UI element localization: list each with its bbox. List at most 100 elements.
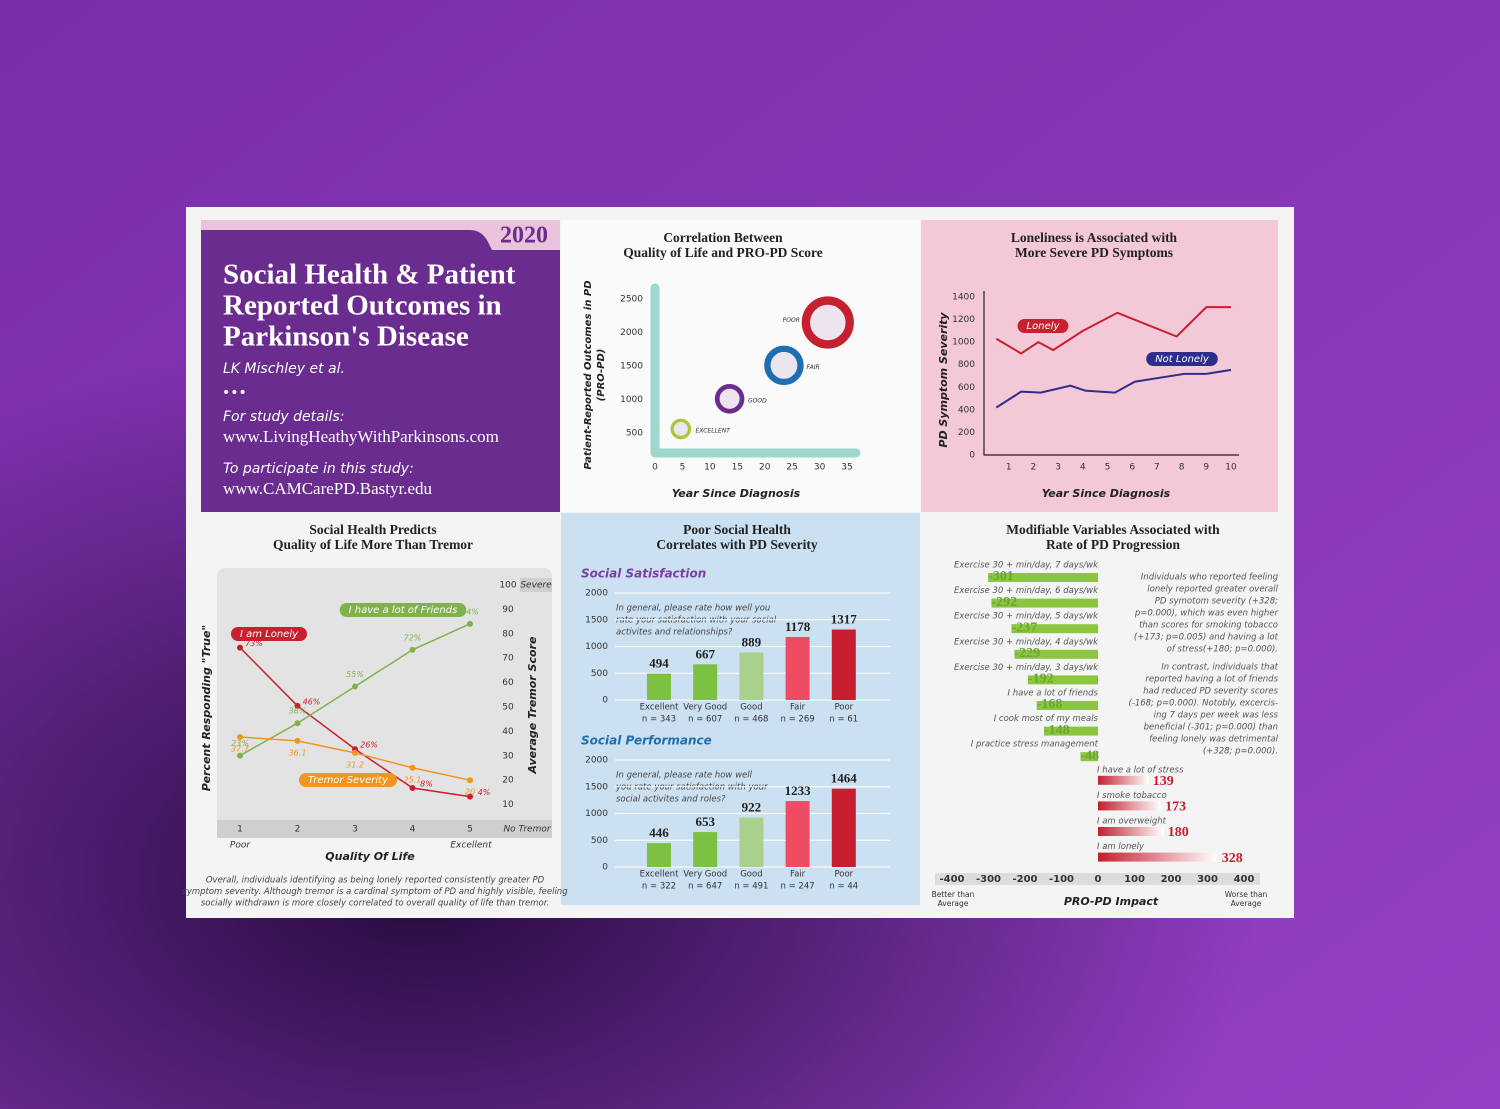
y-tick-label: 1000 <box>585 809 608 819</box>
y-tick-label: 800 <box>958 360 975 370</box>
x-tick-label: 7 <box>1154 463 1160 473</box>
bar <box>1098 827 1164 836</box>
value-label: -48 <box>1080 748 1099 763</box>
value-label: 1233 <box>785 783 812 798</box>
bar <box>1098 801 1162 811</box>
x-tick-label: 3 <box>352 825 358 835</box>
data-label: 25.1 <box>404 775 422 784</box>
value-label: -301 <box>988 569 1014 584</box>
value-label: -148 <box>1044 723 1070 738</box>
right-axis-note: Average <box>1231 899 1262 908</box>
x-tick-label: 5 <box>680 463 686 473</box>
bar <box>647 673 671 700</box>
chart-title: Loneliness is Associated with <box>1011 230 1178 245</box>
y2-top-label: Severe <box>520 581 552 591</box>
note: lonely reported greater overall <box>1147 585 1278 595</box>
note: In contrast, individuals that <box>1161 663 1278 673</box>
bar <box>831 629 856 700</box>
n-label: n = 343 <box>642 715 676 725</box>
y-tick-label: 400 <box>958 405 975 415</box>
panel <box>561 220 920 512</box>
axis <box>650 283 861 458</box>
y-tick-label: 1500 <box>620 362 643 372</box>
data-label: 84% <box>461 607 479 616</box>
x-tick-label: 1 <box>1006 463 1012 473</box>
data-label: 26% <box>360 741 378 750</box>
category-label: Exercise 30 + min/day, 4 days/wk <box>954 637 1099 647</box>
point <box>467 793 473 800</box>
y2-tick-label: 50 <box>502 703 514 713</box>
legend-label: I have a lot of Friends <box>349 605 458 616</box>
value-label: 653 <box>695 814 715 829</box>
point <box>467 777 473 784</box>
point-label: EXCELLENT <box>695 427 731 434</box>
category-label: Exercise 30 + min/day, 3 days/wk <box>954 663 1099 673</box>
bar <box>739 817 764 867</box>
participate-label: To participate in this study: <box>223 461 414 477</box>
details-label: For study details: <box>223 409 344 425</box>
category-label: Poor <box>834 870 853 880</box>
y-tick-label: 1000 <box>585 642 608 652</box>
participate-url: www.CAMCarePD.Bastyr.edu <box>223 479 433 498</box>
line <box>995 306 1231 355</box>
x-axis-label: Year Since Diagnosis <box>672 487 801 500</box>
caption: Overall, individuals identifying as bein… <box>206 876 545 886</box>
x-tick-label: 30 <box>814 463 826 473</box>
y2-axis-label: Average Tremor Score <box>526 636 539 774</box>
n-label: n = 607 <box>688 715 722 725</box>
point-label: POOR <box>783 317 800 324</box>
category-label: Good <box>740 703 762 713</box>
chart-title: Quality of Life More Than Tremor <box>273 537 473 552</box>
point-label: GOOD <box>748 397 767 404</box>
legend-label-bg <box>298 773 398 787</box>
right-axis-note: Worse than <box>1225 890 1268 899</box>
x-tick-label: 25 <box>786 463 797 473</box>
x-tick-label: 0 <box>652 463 658 473</box>
data-label: 4% <box>478 788 491 797</box>
bar <box>647 843 671 867</box>
value-label: -237 <box>1011 620 1037 635</box>
note: (+328; p=0.000). <box>1203 747 1278 757</box>
y2-tick-label: 100 <box>499 581 516 591</box>
legend-label-bg <box>339 603 467 617</box>
legend-label: Tremor Severity <box>308 775 389 786</box>
y-tick-label: 2000 <box>585 756 608 766</box>
note: p=0.000), which was even higher <box>1134 609 1279 619</box>
n-label: n = 61 <box>829 715 858 725</box>
y-axis-label: Patient-Reported Outcomes in PD <box>583 280 594 469</box>
x-tick-label: 5 <box>467 825 473 835</box>
y-tick-label: 2500 <box>620 295 643 305</box>
x-tick-label: 10 <box>704 463 716 473</box>
point <box>352 749 358 756</box>
chart-title: Modifiable Variables Associated with <box>1006 522 1220 537</box>
x-axis-label: Quality Of Life <box>325 850 415 863</box>
note: beneficial (-301; p=0.000) than <box>1144 723 1278 733</box>
chart-heading: Social Performance <box>581 734 712 748</box>
bar <box>988 573 1098 582</box>
bar <box>739 652 764 700</box>
bubble <box>670 418 692 440</box>
title-line: Reported Outcomes in <box>223 290 502 322</box>
bar <box>831 788 856 867</box>
x-tick-label: -400 <box>939 874 964 885</box>
question: rate your satisfaction with your social <box>616 616 777 626</box>
y2-tick-label: 60 <box>502 678 514 688</box>
bar <box>693 832 718 867</box>
y-axis-label: (PRO-PD) <box>596 349 607 402</box>
y-tick-label: 0 <box>969 451 975 461</box>
value-label: 180 <box>1168 825 1189 840</box>
data-label: 38% <box>289 707 307 716</box>
point <box>294 737 301 744</box>
chart-title: Rate of PD Progression <box>1046 537 1181 552</box>
panel <box>921 220 1278 512</box>
category-label: I am lonely <box>1097 842 1145 852</box>
x-tick-label: 8 <box>1179 463 1185 473</box>
chart-title: Correlates with PD Severity <box>656 537 818 552</box>
y-tick-label: 1000 <box>952 338 975 348</box>
n-label: n = 44 <box>829 882 858 892</box>
x-tick-label: 400 <box>1234 874 1255 885</box>
bar <box>785 801 810 867</box>
legend-label-bg <box>1146 352 1218 366</box>
value-label: -168 <box>1037 697 1063 712</box>
